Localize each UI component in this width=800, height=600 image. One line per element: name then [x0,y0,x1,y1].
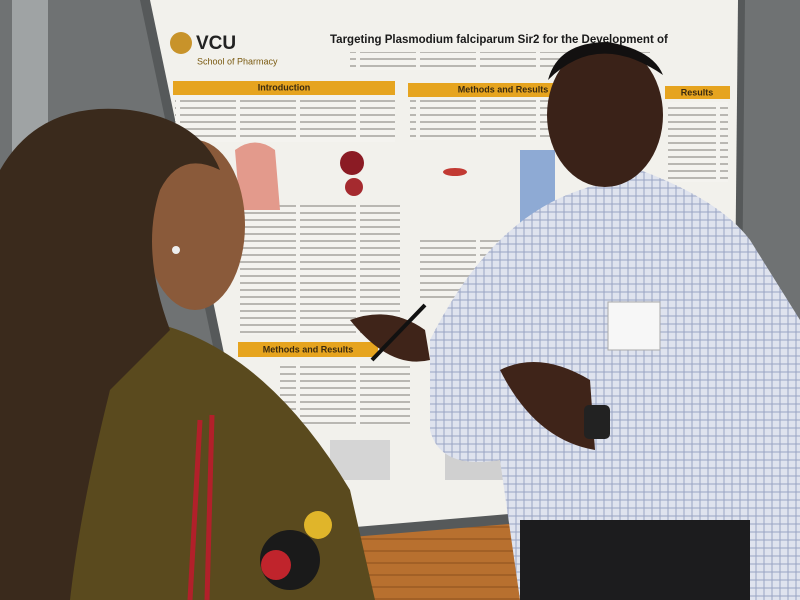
man-head [547,43,663,187]
figure [340,151,364,175]
section-bar [238,342,378,357]
name-badge [607,301,661,351]
watch [584,405,610,439]
earring [172,246,180,254]
man-shirt [430,170,800,600]
man-hand [350,314,430,362]
section-header: Results [681,87,714,97]
text-block [240,205,400,335]
section-bar [173,81,395,95]
figure [235,142,280,210]
school-name: School of Pharmacy [197,56,278,66]
text-block [280,365,410,425]
figure [345,178,363,196]
logo-seal [170,32,192,54]
section-header: Introduction [258,82,311,92]
section-header: Methods and Results [458,84,549,94]
figure [443,168,467,176]
section-bar [665,86,730,99]
pen [370,303,427,362]
jacket-pattern [304,511,332,539]
figure [330,440,390,480]
man-hair [548,42,663,80]
text-block [668,102,728,182]
section-header: Methods and Results [263,344,354,354]
text-block [175,100,395,142]
poster-title: Targeting Plasmodium falciparum Sir2 for… [330,34,668,46]
logo-text: VCU [196,33,236,54]
woman-face [145,140,245,310]
man-hand [500,362,595,450]
jacket-stripe [187,414,215,600]
jacket-pattern [261,550,291,580]
man-pants [520,520,750,600]
woman-hair [0,108,220,600]
